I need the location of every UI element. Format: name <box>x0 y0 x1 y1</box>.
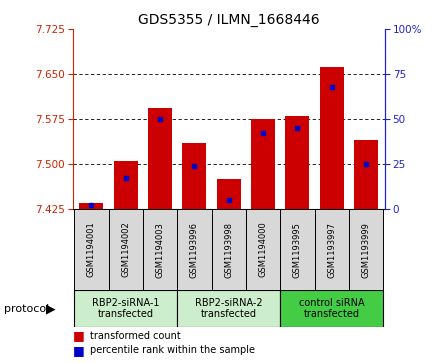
Bar <box>280 290 383 327</box>
Text: ■: ■ <box>73 329 84 342</box>
Bar <box>109 209 143 290</box>
Text: GSM1193998: GSM1193998 <box>224 221 233 278</box>
Bar <box>177 290 280 327</box>
Text: control siRNA
transfected: control siRNA transfected <box>299 298 365 319</box>
Text: GSM1194000: GSM1194000 <box>259 222 268 277</box>
Bar <box>177 209 212 290</box>
Title: GDS5355 / ILMN_1668446: GDS5355 / ILMN_1668446 <box>138 13 319 26</box>
Bar <box>114 161 138 209</box>
Bar <box>286 116 309 209</box>
Bar <box>320 67 344 209</box>
Text: GSM1193995: GSM1193995 <box>293 222 302 277</box>
Bar <box>251 119 275 209</box>
Bar <box>74 209 109 290</box>
Bar <box>143 209 177 290</box>
Text: GSM1194003: GSM1194003 <box>156 222 165 277</box>
Text: GSM1193996: GSM1193996 <box>190 221 199 278</box>
Text: transformed count: transformed count <box>90 331 181 341</box>
Text: GSM1194002: GSM1194002 <box>121 222 130 277</box>
Text: RBP2-siRNA-2
transfected: RBP2-siRNA-2 transfected <box>195 298 263 319</box>
Text: ■: ■ <box>73 344 84 357</box>
Text: GSM1193999: GSM1193999 <box>362 222 370 277</box>
Text: protocol: protocol <box>4 303 50 314</box>
Bar <box>74 290 177 327</box>
Text: RBP2-siRNA-1
transfected: RBP2-siRNA-1 transfected <box>92 298 160 319</box>
Text: ▶: ▶ <box>46 302 56 315</box>
Bar <box>246 209 280 290</box>
Bar <box>349 209 383 290</box>
Bar <box>212 209 246 290</box>
Bar <box>280 209 315 290</box>
Text: GSM1194001: GSM1194001 <box>87 222 96 277</box>
Bar <box>183 143 206 209</box>
Bar <box>354 140 378 209</box>
Bar <box>80 203 103 209</box>
Bar <box>315 209 349 290</box>
Bar <box>148 108 172 209</box>
Text: percentile rank within the sample: percentile rank within the sample <box>90 345 255 355</box>
Text: GSM1193997: GSM1193997 <box>327 221 336 278</box>
Bar <box>217 179 241 209</box>
